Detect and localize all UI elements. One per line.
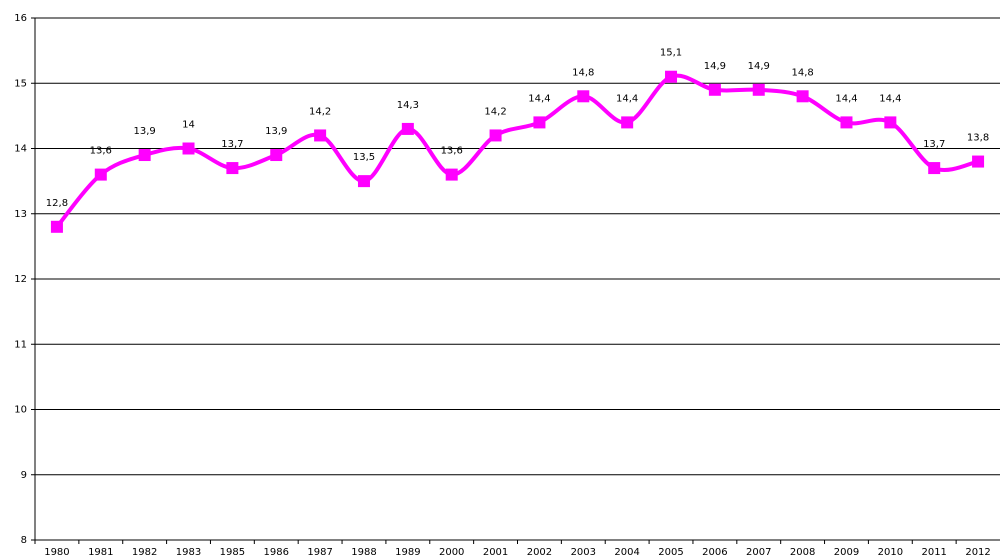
value-label: 13,6 (441, 146, 463, 157)
x-tick-label: 2009 (834, 547, 859, 558)
marker (928, 162, 941, 175)
y-tick-label: 9 (21, 470, 27, 481)
y-tick-label: 16 (14, 13, 27, 24)
marker (94, 168, 107, 181)
marker (577, 90, 590, 103)
value-label: 13,5 (353, 152, 375, 163)
value-label: 14,9 (748, 61, 770, 72)
x-tick-label: 2012 (965, 547, 990, 558)
x-tick-label: 1980 (44, 547, 69, 558)
line (55, 73, 979, 229)
x-tick-label: 2001 (483, 547, 508, 558)
value-label: 14,9 (704, 61, 726, 72)
marker (270, 149, 283, 162)
y-tick-label: 12 (14, 274, 27, 285)
value-label: 13,9 (265, 126, 287, 137)
value-label: 13,7 (221, 139, 243, 150)
marker (884, 116, 897, 129)
value-label: 14,8 (791, 67, 813, 78)
x-tick-label: 2008 (790, 547, 815, 558)
y-tick-label: 10 (14, 405, 27, 416)
marker (621, 116, 634, 129)
marker (314, 129, 327, 142)
marker (357, 175, 370, 188)
x-tick-label: 1986 (264, 547, 289, 558)
y-tick-label: 13 (14, 209, 27, 220)
value-label: 14,4 (879, 93, 901, 104)
x-tick-label: 2010 (878, 547, 903, 558)
x-tick-label: 2007 (746, 547, 771, 558)
marker (796, 90, 809, 103)
marker (752, 83, 765, 96)
x-tick-label: 1988 (351, 547, 376, 558)
x-tick-label: 1981 (88, 547, 113, 558)
x-tick-label: 1987 (307, 547, 332, 558)
marker (665, 70, 678, 83)
value-label: 13,6 (90, 146, 112, 157)
y-tick-label: 8 (21, 535, 27, 546)
x-tick-label: 1982 (132, 547, 157, 558)
value-label: 14,2 (484, 106, 506, 117)
value-label: 14,4 (616, 93, 638, 104)
x-tick-label: 2011 (921, 547, 946, 558)
x-tick-label: 2006 (702, 547, 727, 558)
value-label: 13,9 (134, 126, 156, 137)
value-label: 14,4 (528, 93, 550, 104)
x-tick-label: 1983 (176, 547, 201, 558)
y-tick-label: 14 (14, 144, 27, 155)
marker (138, 149, 151, 162)
marker (489, 129, 502, 142)
marker (401, 122, 414, 135)
value-label: 14,4 (835, 93, 857, 104)
x-tick-label: 2005 (658, 547, 683, 558)
x-tick-label: 2002 (527, 547, 552, 558)
x-tick-label: 2003 (571, 547, 596, 558)
x-tick-label: 2000 (439, 547, 464, 558)
y-tick-label: 11 (14, 339, 27, 350)
marker (972, 155, 985, 168)
marker (226, 162, 239, 175)
x-tick-label: 1985 (220, 547, 245, 558)
marker (50, 220, 63, 233)
value-label: 14 (182, 120, 195, 131)
y-tick-label: 15 (14, 78, 27, 89)
value-label: 14,3 (397, 100, 419, 111)
x-tick-label: 1989 (395, 547, 420, 558)
marker (182, 142, 195, 155)
marker (445, 168, 458, 181)
value-label: 15,1 (660, 48, 682, 59)
marker (533, 116, 546, 129)
value-label: 13,7 (923, 139, 945, 150)
value-label: 12,8 (46, 198, 68, 209)
value-label: 14,2 (309, 106, 331, 117)
x-tick-label: 2004 (614, 547, 639, 558)
marker (708, 83, 721, 96)
value-label: 14,8 (572, 67, 594, 78)
value-label: 13,8 (967, 133, 989, 144)
marker (840, 116, 853, 129)
